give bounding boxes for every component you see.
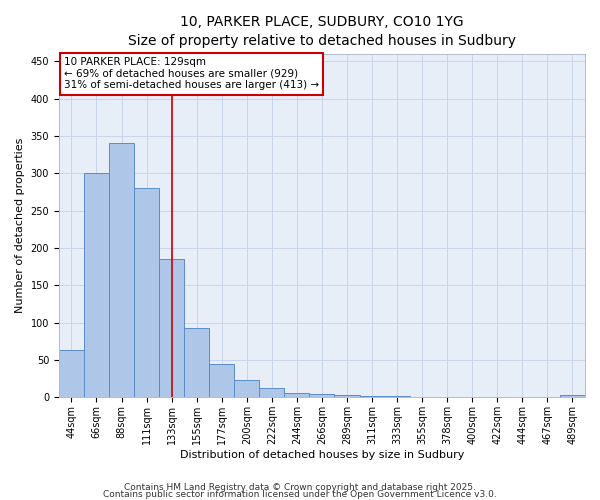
Bar (560, 395, 585, 398)
Bar (359, 396, 385, 398)
Bar (234, 380, 259, 398)
Bar (59, 350, 84, 398)
Bar (209, 364, 234, 398)
Bar (385, 396, 410, 398)
Y-axis label: Number of detached properties: Number of detached properties (15, 138, 25, 314)
Text: 10 PARKER PLACE: 129sqm
← 69% of detached houses are smaller (929)
31% of semi-d: 10 PARKER PLACE: 129sqm ← 69% of detache… (64, 58, 319, 90)
Bar (259, 388, 284, 398)
Bar (84, 172, 109, 398)
Bar (334, 395, 359, 398)
X-axis label: Distribution of detached houses by size in Sudbury: Distribution of detached houses by size … (180, 450, 464, 460)
Text: Contains HM Land Registry data © Crown copyright and database right 2025.: Contains HM Land Registry data © Crown c… (124, 484, 476, 492)
Bar (109, 144, 134, 398)
Bar (159, 259, 184, 398)
Bar (184, 328, 209, 398)
Text: Contains public sector information licensed under the Open Government Licence v3: Contains public sector information licen… (103, 490, 497, 499)
Bar (284, 393, 310, 398)
Bar (510, 396, 535, 398)
Bar (434, 396, 460, 398)
Title: 10, PARKER PLACE, SUDBURY, CO10 1YG
Size of property relative to detached houses: 10, PARKER PLACE, SUDBURY, CO10 1YG Size… (128, 15, 516, 48)
Bar (460, 396, 485, 398)
Bar (310, 394, 334, 398)
Bar (410, 396, 434, 398)
Bar (134, 188, 159, 398)
